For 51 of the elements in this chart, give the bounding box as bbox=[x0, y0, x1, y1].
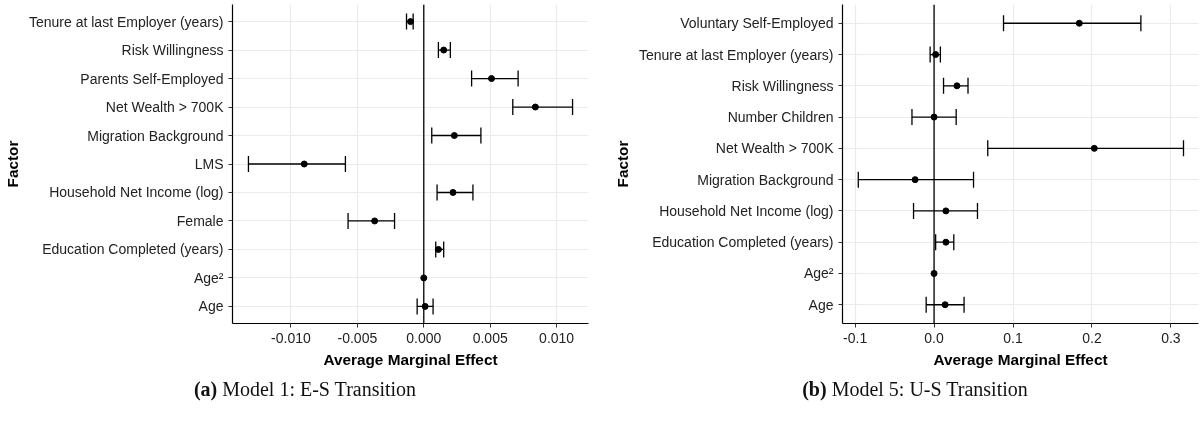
y-tick-label: Tenure at last Employer (years) bbox=[28, 13, 224, 30]
y-tick-label: Age bbox=[198, 298, 224, 315]
point bbox=[1075, 19, 1083, 27]
x-tick-label: -0.1 bbox=[843, 329, 868, 346]
x-tick-label: -0.005 bbox=[337, 329, 378, 346]
y-tick-label: Number Children bbox=[727, 109, 834, 126]
x-tick-label: 0.005 bbox=[472, 329, 508, 346]
y-tick-label: Household Net Income (log) bbox=[659, 202, 834, 219]
x-tick-label: 0.000 bbox=[406, 329, 442, 346]
y-axis-title: Factor bbox=[3, 140, 21, 188]
point bbox=[911, 176, 919, 184]
y-tick-label: Education Completed (years) bbox=[652, 234, 834, 251]
x-tick-label: 0.2 bbox=[1082, 329, 1102, 346]
text: (a) Model 1: E-S Transition bbox=[193, 377, 417, 403]
y-tick-label: Risk Willingness bbox=[731, 77, 834, 94]
y-axis-title: Factor bbox=[613, 140, 631, 188]
point bbox=[488, 75, 496, 83]
y-tick-label: LMS bbox=[194, 156, 224, 172]
x-axis-title: Average Marginal Effect bbox=[323, 350, 498, 368]
y-tick-label: Education Completed (years) bbox=[42, 241, 224, 258]
y-tick-label: Age² bbox=[193, 269, 224, 286]
y-tick-label: Age bbox=[808, 296, 834, 313]
x-tick-label: 0.010 bbox=[539, 329, 575, 346]
point bbox=[531, 103, 539, 111]
point bbox=[450, 132, 458, 140]
point bbox=[942, 207, 950, 215]
x-tick-label: -0.010 bbox=[271, 329, 312, 346]
y-tick-label: Migration Background bbox=[87, 127, 224, 144]
text: (b) Model 5: U-S Transition bbox=[802, 377, 1028, 402]
y-tick-label: Voluntary Self-Employed bbox=[680, 15, 834, 32]
x-axis-title: Average Marginal Effect bbox=[933, 350, 1108, 368]
y-tick-label: Parents Self-Employed bbox=[80, 70, 224, 87]
point bbox=[371, 217, 379, 225]
y-tick-label: Age² bbox=[803, 265, 834, 282]
x-tick-label: 0.1 bbox=[1003, 329, 1023, 346]
y-tick-label: Female bbox=[176, 212, 224, 229]
x-tick-label: 0.3 bbox=[1161, 329, 1181, 346]
point bbox=[1090, 144, 1098, 152]
point bbox=[449, 188, 457, 196]
y-tick-label: Tenure at last Employer (years) bbox=[638, 46, 834, 63]
y-tick-label: Net Wealth > 700K bbox=[105, 99, 225, 116]
y-tick-label: Risk Willingness bbox=[121, 42, 224, 59]
point bbox=[421, 302, 429, 310]
y-tick-label: Net Wealth > 700K bbox=[715, 140, 835, 157]
y-tick-label: Migration Background bbox=[697, 171, 834, 188]
point bbox=[942, 238, 950, 246]
point bbox=[300, 160, 308, 168]
y-tick-label: Household Net Income (log) bbox=[49, 184, 224, 201]
point bbox=[941, 301, 949, 309]
x-tick-label: 0.0 bbox=[924, 329, 945, 346]
point bbox=[953, 82, 961, 90]
